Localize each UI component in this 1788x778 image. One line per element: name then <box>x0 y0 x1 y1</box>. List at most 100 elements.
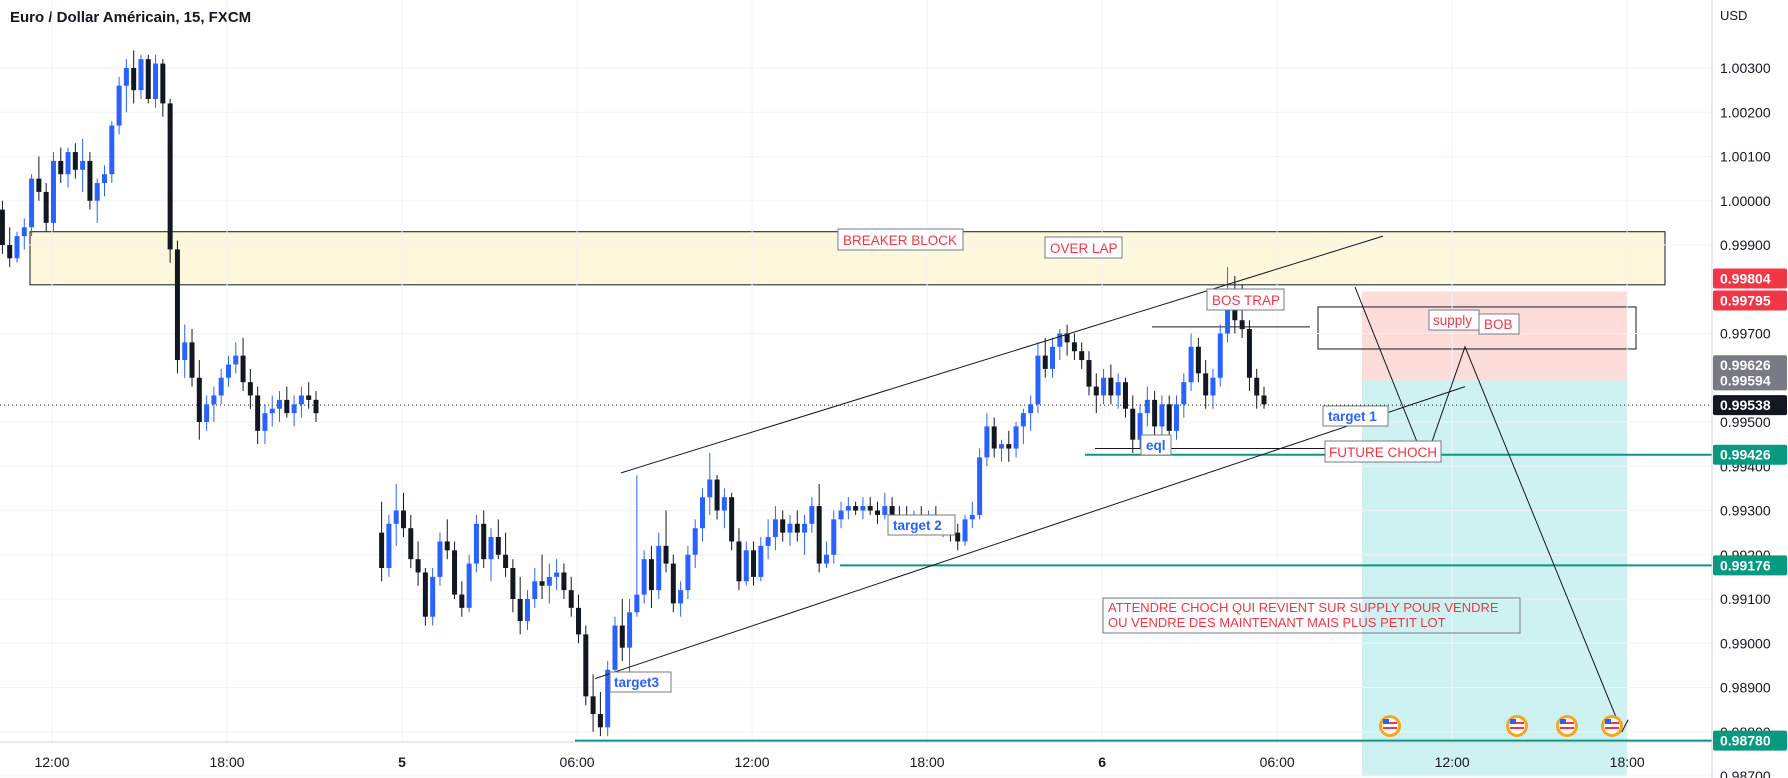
candle-body <box>875 510 881 515</box>
channel-upper-line <box>620 235 1384 474</box>
candle-body <box>751 550 757 577</box>
candle-body <box>853 506 859 511</box>
candle-body <box>444 541 450 551</box>
candle-body <box>218 377 224 396</box>
candle-body <box>262 413 268 431</box>
supply-box <box>1317 306 1637 350</box>
candle-body <box>517 599 523 622</box>
candle-body <box>1101 377 1107 396</box>
candle-body <box>1181 382 1187 405</box>
candle-body <box>955 532 961 542</box>
candle-body <box>160 63 166 104</box>
event-flag-canton <box>1383 719 1389 724</box>
candle-body <box>1122 382 1128 409</box>
price-badge: 0.98780 <box>1713 730 1787 751</box>
candle-body <box>787 523 793 533</box>
candle-body <box>532 581 538 599</box>
candle-body <box>736 541 742 582</box>
candle-body <box>102 174 108 184</box>
candle-body <box>269 408 275 414</box>
drawings-layer <box>594 235 1629 733</box>
candle-body <box>772 519 778 538</box>
zones-layer <box>29 231 1666 776</box>
price-tick: 0.99300 <box>1720 503 1771 519</box>
price-badge-text: 0.99426 <box>1720 447 1771 463</box>
label-target2-text: target 2 <box>893 518 942 533</box>
price-badge: 0.99538 <box>1713 395 1787 416</box>
candle-body <box>809 506 815 524</box>
candle-body <box>131 68 137 91</box>
candle-body <box>72 152 78 170</box>
candle-body <box>1013 426 1019 449</box>
candle-body <box>1174 404 1180 431</box>
candle-body <box>109 125 115 175</box>
candle-body <box>393 510 399 524</box>
candle-body <box>29 178 35 228</box>
candle-body <box>7 245 13 259</box>
candle-body <box>991 426 997 449</box>
candle-body <box>561 572 567 591</box>
candle-body <box>568 590 574 608</box>
candle-body <box>1210 377 1216 396</box>
us-flag-icon[interactable] <box>1601 715 1623 737</box>
events-layer[interactable] <box>1379 715 1623 737</box>
candle-body <box>1152 399 1158 427</box>
candle-body <box>298 395 304 405</box>
trade-note-line1: ATTENDRE CHOCH QUI REVIENT SUR SUPPLY PO… <box>1108 600 1499 615</box>
candle-body <box>65 152 71 175</box>
candle-body <box>612 625 618 670</box>
candle-body <box>153 63 159 99</box>
candle-body <box>437 541 443 577</box>
candle-body <box>291 404 297 414</box>
candle-body <box>167 103 173 250</box>
candle-body <box>196 377 202 422</box>
candle-body <box>284 399 290 414</box>
candle-body <box>211 395 217 405</box>
candle-body <box>1144 399 1150 414</box>
candle-body <box>597 714 603 728</box>
us-flag-icon[interactable] <box>1379 715 1401 737</box>
label-bob: BOB <box>1478 313 1520 335</box>
candle-body <box>138 59 144 91</box>
candle-body <box>1130 408 1136 440</box>
label-target1: target 1 <box>1322 405 1389 427</box>
candle-body <box>867 506 873 511</box>
candle-body <box>145 59 151 99</box>
candle-body <box>473 523 479 564</box>
price-tick: 0.99900 <box>1720 237 1771 253</box>
candle-body <box>1166 404 1172 431</box>
event-flag-stripe <box>1383 727 1397 729</box>
candle-body <box>699 497 705 529</box>
price-badge-bg <box>1713 395 1787 416</box>
candle-body <box>430 576 436 617</box>
label-target1-text: target 1 <box>1328 409 1377 424</box>
price-badge-bg <box>1713 290 1787 311</box>
candle-body <box>255 395 261 431</box>
annotation-layer: BREAKER BLOCK OVER LAP BOS TRAP supply B… <box>609 228 1521 693</box>
candle-body <box>50 160 56 223</box>
candle-body <box>1137 413 1143 440</box>
price-badge-text: 0.98780 <box>1720 733 1771 749</box>
price-badge: 0.99426 <box>1713 444 1787 465</box>
candle-body <box>765 537 771 546</box>
us-flag-icon[interactable] <box>1506 715 1528 737</box>
price-badge: 0.99176 <box>1713 555 1787 576</box>
candle-body <box>1246 329 1252 378</box>
candle-body <box>240 355 246 383</box>
candle-body <box>969 514 975 520</box>
event-flag-stripe <box>1605 727 1619 729</box>
candle-body <box>823 554 829 564</box>
candle-body <box>1071 342 1077 352</box>
candle-body <box>546 576 552 586</box>
candle-body <box>495 537 501 555</box>
candle-body <box>481 523 487 560</box>
candle-body <box>503 554 509 569</box>
candle-body <box>882 506 888 515</box>
label-over-lap-text: OVER LAP <box>1050 241 1118 256</box>
candle-body <box>641 559 647 595</box>
us-flag-icon[interactable] <box>1556 715 1578 737</box>
candle-body <box>1093 386 1099 396</box>
price-badge-bg <box>1713 555 1787 576</box>
